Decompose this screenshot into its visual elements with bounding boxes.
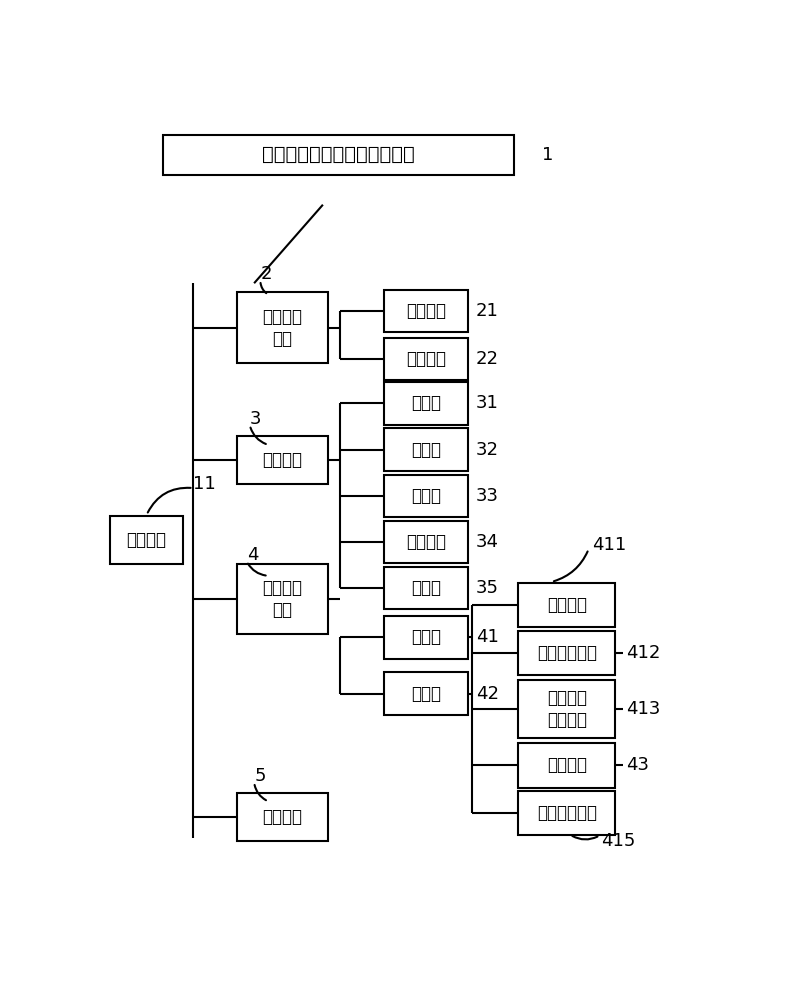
Text: 411: 411	[592, 536, 626, 554]
Text: 1: 1	[541, 146, 553, 164]
Text: 电子装置: 电子装置	[127, 531, 166, 549]
Text: 22: 22	[476, 350, 499, 368]
FancyBboxPatch shape	[518, 743, 615, 788]
FancyBboxPatch shape	[518, 631, 615, 675]
Text: 31: 31	[476, 394, 499, 412]
Text: 11: 11	[194, 475, 216, 493]
Text: 4: 4	[247, 546, 258, 564]
Text: 预热器: 预热器	[411, 441, 441, 459]
Text: 35: 35	[476, 579, 499, 597]
Text: 高温风机: 高温风机	[406, 533, 446, 551]
Text: 下料阀: 下料阀	[411, 487, 441, 505]
FancyBboxPatch shape	[237, 292, 328, 363]
FancyBboxPatch shape	[237, 793, 328, 841]
Text: 41: 41	[476, 628, 499, 646]
Text: 还原仓: 还原仓	[411, 628, 441, 646]
FancyBboxPatch shape	[163, 135, 514, 175]
Text: 破碎烘干
装置: 破碎烘干 装置	[262, 308, 303, 348]
Text: 34: 34	[476, 533, 499, 551]
Text: 5: 5	[254, 767, 266, 785]
FancyBboxPatch shape	[384, 428, 468, 471]
Text: 42: 42	[476, 685, 499, 703]
Text: 3: 3	[249, 410, 261, 428]
Text: 32: 32	[476, 441, 499, 459]
FancyBboxPatch shape	[384, 672, 468, 715]
Text: 21: 21	[476, 302, 499, 320]
FancyBboxPatch shape	[384, 338, 468, 380]
Text: 烘干机构: 烘干机构	[406, 350, 446, 368]
FancyBboxPatch shape	[518, 680, 615, 738]
Text: 喷煤装置: 喷煤装置	[547, 756, 587, 774]
Text: 33: 33	[476, 487, 499, 505]
Text: 料仓本体: 料仓本体	[547, 596, 587, 614]
Text: 破碎机构: 破碎机构	[406, 302, 446, 320]
Text: 高压空气部件: 高压空气部件	[537, 804, 597, 822]
FancyBboxPatch shape	[384, 567, 468, 609]
FancyBboxPatch shape	[237, 564, 328, 634]
Text: 413: 413	[626, 700, 661, 718]
FancyBboxPatch shape	[384, 290, 468, 332]
Text: 弱磁性矿石预热处理还原系统: 弱磁性矿石预热处理还原系统	[262, 145, 415, 164]
Text: 堆积还原
装置: 堆积还原 装置	[262, 579, 303, 619]
FancyBboxPatch shape	[518, 583, 615, 627]
FancyBboxPatch shape	[110, 516, 183, 564]
Text: 一氧化碳
检测部件: 一氧化碳 检测部件	[547, 689, 587, 729]
Text: 事故仓: 事故仓	[411, 685, 441, 703]
FancyBboxPatch shape	[384, 475, 468, 517]
Text: 预热装置: 预热装置	[262, 451, 303, 469]
Text: 43: 43	[626, 756, 650, 774]
FancyBboxPatch shape	[384, 521, 468, 563]
Text: 除尘器: 除尘器	[411, 579, 441, 597]
FancyBboxPatch shape	[384, 616, 468, 659]
Text: 冷却装置: 冷却装置	[262, 808, 303, 826]
FancyBboxPatch shape	[518, 791, 615, 835]
FancyBboxPatch shape	[237, 436, 328, 484]
Text: 2: 2	[261, 265, 272, 283]
Text: 412: 412	[626, 644, 661, 662]
FancyBboxPatch shape	[384, 382, 468, 425]
Text: 415: 415	[601, 832, 636, 850]
Text: 热风炉: 热风炉	[411, 394, 441, 412]
Text: 温度传感组件: 温度传感组件	[537, 644, 597, 662]
